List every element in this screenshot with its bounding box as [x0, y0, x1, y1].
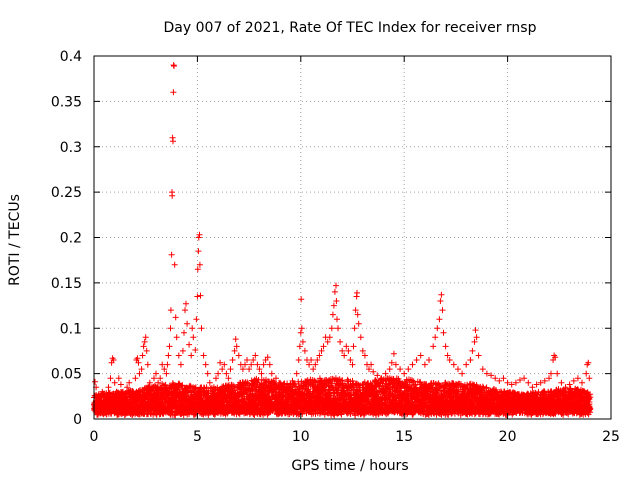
data-point	[162, 381, 169, 388]
data-points	[91, 62, 594, 419]
data-point	[187, 382, 194, 389]
data-point	[179, 382, 186, 389]
grid	[94, 56, 611, 419]
